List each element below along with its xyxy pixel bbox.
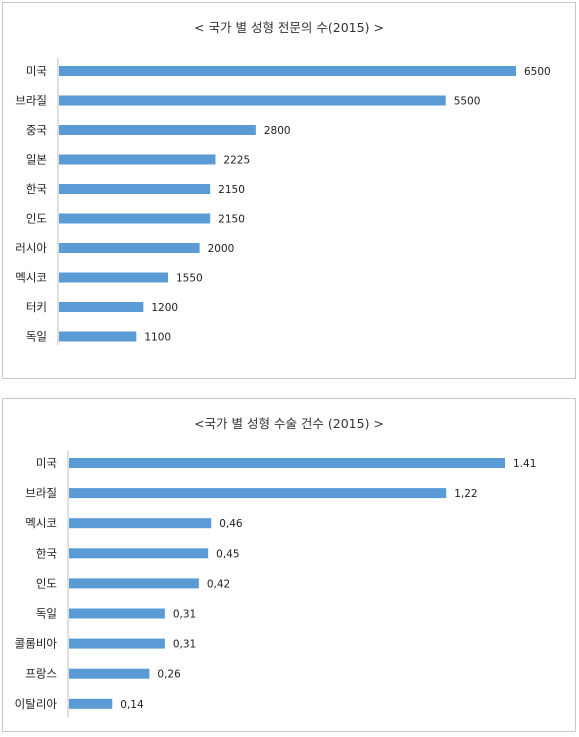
data-label: 0,31	[173, 639, 196, 651]
data-label: 1550	[176, 273, 203, 285]
data-label: 5500	[454, 96, 481, 108]
category-label: 독일	[36, 607, 57, 621]
bar	[69, 638, 165, 649]
bar	[59, 243, 200, 253]
data-label: 1200	[151, 302, 178, 314]
chart-panel-surgeries: <국가 별 성형 수술 건수 (2015) > 미국 1.41 브라질 1,22 멕시코…	[2, 398, 576, 732]
bar	[69, 548, 209, 559]
bar-chart-specialists: 미국 6500 브라질 5500 중국 2800 일본 2225 한국 2150 인도 2150 러시아…	[15, 58, 551, 345]
data-label: 2000	[208, 243, 235, 255]
bar	[69, 518, 212, 529]
data-label: 0,14	[120, 699, 144, 711]
category-label: 인도	[26, 212, 47, 226]
category-label: 미국	[26, 64, 47, 78]
bar	[59, 125, 256, 135]
data-label: 1.41	[513, 458, 536, 470]
data-label: 2150	[218, 184, 245, 196]
category-label: 러시아	[15, 241, 47, 255]
data-label: 6500	[524, 66, 551, 78]
bar	[69, 668, 150, 679]
data-label: 0,31	[173, 609, 196, 621]
category-label: 브라질	[25, 486, 57, 500]
category-label: 멕시코	[25, 516, 57, 530]
bar	[69, 488, 447, 499]
category-label: 프랑스	[25, 667, 57, 681]
category-label: 멕시코	[15, 271, 47, 285]
category-label: 독일	[26, 330, 47, 344]
bar	[59, 66, 516, 76]
bar	[69, 608, 165, 619]
category-label: 중국	[26, 123, 47, 137]
bar	[59, 95, 446, 106]
data-label: 1100	[144, 332, 171, 344]
data-label: 0,26	[157, 669, 181, 681]
category-label: 한국	[26, 182, 47, 196]
category-label: 미국	[36, 456, 57, 470]
data-label: 1,22	[454, 488, 477, 500]
bar	[59, 272, 168, 283]
category-label: 콜롬비아	[15, 637, 58, 651]
bar	[69, 578, 199, 589]
bar	[69, 458, 505, 468]
chart-title: <국가 별 성형 수술 건수 (2015) >	[194, 416, 384, 431]
bar	[59, 302, 144, 312]
data-label: 0,46	[219, 518, 243, 530]
chart-panel-specialists: < 국가 별 성형 전문의 수(2015) > 미국 6500 브라질 5500 중국 2…	[2, 2, 576, 379]
bar	[69, 698, 113, 709]
data-label: 0,45	[216, 548, 239, 560]
data-label: 2225	[223, 155, 250, 167]
category-label: 브라질	[15, 94, 47, 108]
bar	[59, 213, 211, 224]
category-label: 터키	[26, 300, 47, 314]
category-label: 인도	[36, 576, 57, 590]
data-label: 2800	[264, 125, 291, 137]
category-label: 이탈리아	[15, 697, 58, 711]
data-label: 0,42	[207, 578, 230, 590]
category-label: 일본	[26, 153, 47, 167]
category-label: 한국	[36, 546, 57, 560]
data-label: 2150	[218, 214, 245, 226]
bar	[59, 331, 137, 342]
bar-chart-surgeries: 미국 1.41 브라질 1,22 멕시코 0,46 한국 0,45 인도 0,42 독일 0,31 콜롬…	[15, 451, 536, 717]
bar	[59, 154, 216, 165]
bar	[59, 184, 211, 194]
chart-title: < 국가 별 성형 전문의 수(2015) >	[194, 20, 384, 35]
